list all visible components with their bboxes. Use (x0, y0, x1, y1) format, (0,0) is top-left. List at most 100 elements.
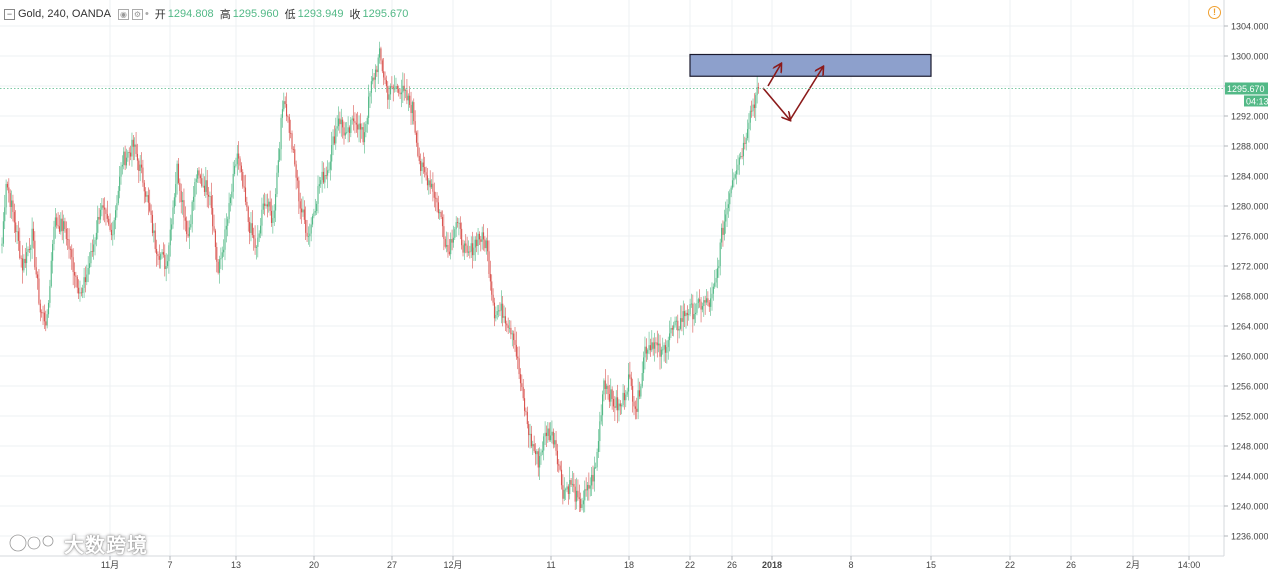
gear-icon[interactable]: ⚙ (131, 8, 143, 20)
candle (577, 479, 579, 501)
candle (545, 425, 548, 447)
candle (80, 287, 82, 297)
watermark: 大数跨境 (8, 528, 148, 558)
more-icon[interactable]: • (144, 8, 149, 20)
candle (202, 173, 204, 188)
candle (281, 100, 283, 128)
candle (606, 383, 608, 395)
candle (529, 423, 531, 449)
candle (32, 221, 35, 249)
candle (84, 266, 86, 293)
candle (615, 390, 617, 411)
candle (704, 295, 706, 315)
candle (726, 199, 728, 228)
candle (177, 158, 180, 185)
candle (39, 299, 41, 322)
candle (247, 205, 249, 232)
candle (550, 422, 552, 442)
candle (136, 143, 138, 171)
candle (670, 317, 672, 339)
candle (719, 238, 721, 276)
candle (325, 166, 327, 180)
candle (723, 209, 725, 241)
candle (253, 227, 255, 251)
candle (172, 200, 174, 229)
candle (559, 461, 561, 472)
candle (496, 305, 498, 320)
candle (264, 192, 266, 216)
candle (309, 223, 311, 247)
candle (303, 200, 305, 225)
candle (437, 195, 439, 219)
candle (467, 240, 470, 256)
candle (417, 130, 419, 158)
candle (432, 172, 434, 202)
warning-icon[interactable]: ! (1208, 6, 1221, 19)
candle (20, 255, 22, 268)
candle (733, 172, 735, 188)
candle (617, 384, 619, 424)
candle (176, 160, 178, 195)
candle (113, 217, 115, 240)
last-price-marker: 1295.670 04:13 (0, 82, 1268, 107)
price-tick-label: 1256.000 (1231, 382, 1268, 392)
candle (756, 75, 758, 104)
candle (363, 122, 366, 154)
candle (16, 225, 18, 245)
candle (12, 194, 14, 222)
candle (749, 105, 751, 131)
candle (515, 331, 517, 360)
candle (433, 182, 435, 208)
price-tick-label: 1284.000 (1231, 172, 1268, 182)
candle (667, 336, 669, 360)
candle (473, 236, 475, 262)
time-tick-label: 22 (685, 560, 695, 570)
candle (336, 115, 338, 137)
candle (265, 194, 267, 209)
candle (13, 203, 15, 233)
candle (249, 217, 251, 245)
candle (161, 248, 163, 259)
candle (465, 234, 467, 254)
candle (748, 113, 750, 143)
candle (290, 119, 292, 139)
time-tick-label: 27 (387, 560, 397, 570)
resistance-zone[interactable] (689, 53, 932, 77)
candle (224, 218, 226, 261)
candle (206, 170, 208, 208)
low-value: 1293.949 (297, 8, 344, 20)
candle (353, 105, 355, 131)
candle (295, 160, 297, 190)
candle (597, 429, 599, 458)
candle (647, 348, 649, 360)
candle (153, 223, 155, 243)
candle (436, 192, 438, 213)
candle (678, 326, 680, 339)
candle (503, 305, 505, 323)
candle (385, 75, 387, 93)
candle (576, 477, 578, 510)
price-tick-label: 1304.000 (1231, 22, 1268, 32)
candle (216, 242, 218, 273)
candle (693, 302, 695, 326)
collapse-icon[interactable]: − (4, 8, 15, 20)
candle (234, 160, 236, 177)
candle (127, 150, 129, 162)
candle (21, 245, 24, 284)
candle (510, 320, 512, 340)
time-tick-label: 18 (624, 560, 634, 570)
candle (470, 236, 472, 258)
time-axis[interactable]: 11月 7 13 20 27 12月 11 18 22 26 2018 8 15 22 26 2月 14:00 (0, 555, 1224, 570)
eye-icon[interactable]: ◉ (117, 8, 129, 20)
time-tick-label: 26 (727, 560, 737, 570)
candle (79, 280, 81, 302)
candle (714, 269, 716, 289)
candle (399, 89, 401, 100)
candle (124, 145, 126, 170)
candle (19, 227, 21, 260)
candle (671, 325, 673, 336)
candle (119, 165, 121, 199)
symbol-title[interactable]: Gold, 240, OANDA (18, 8, 111, 20)
candle (511, 330, 513, 347)
